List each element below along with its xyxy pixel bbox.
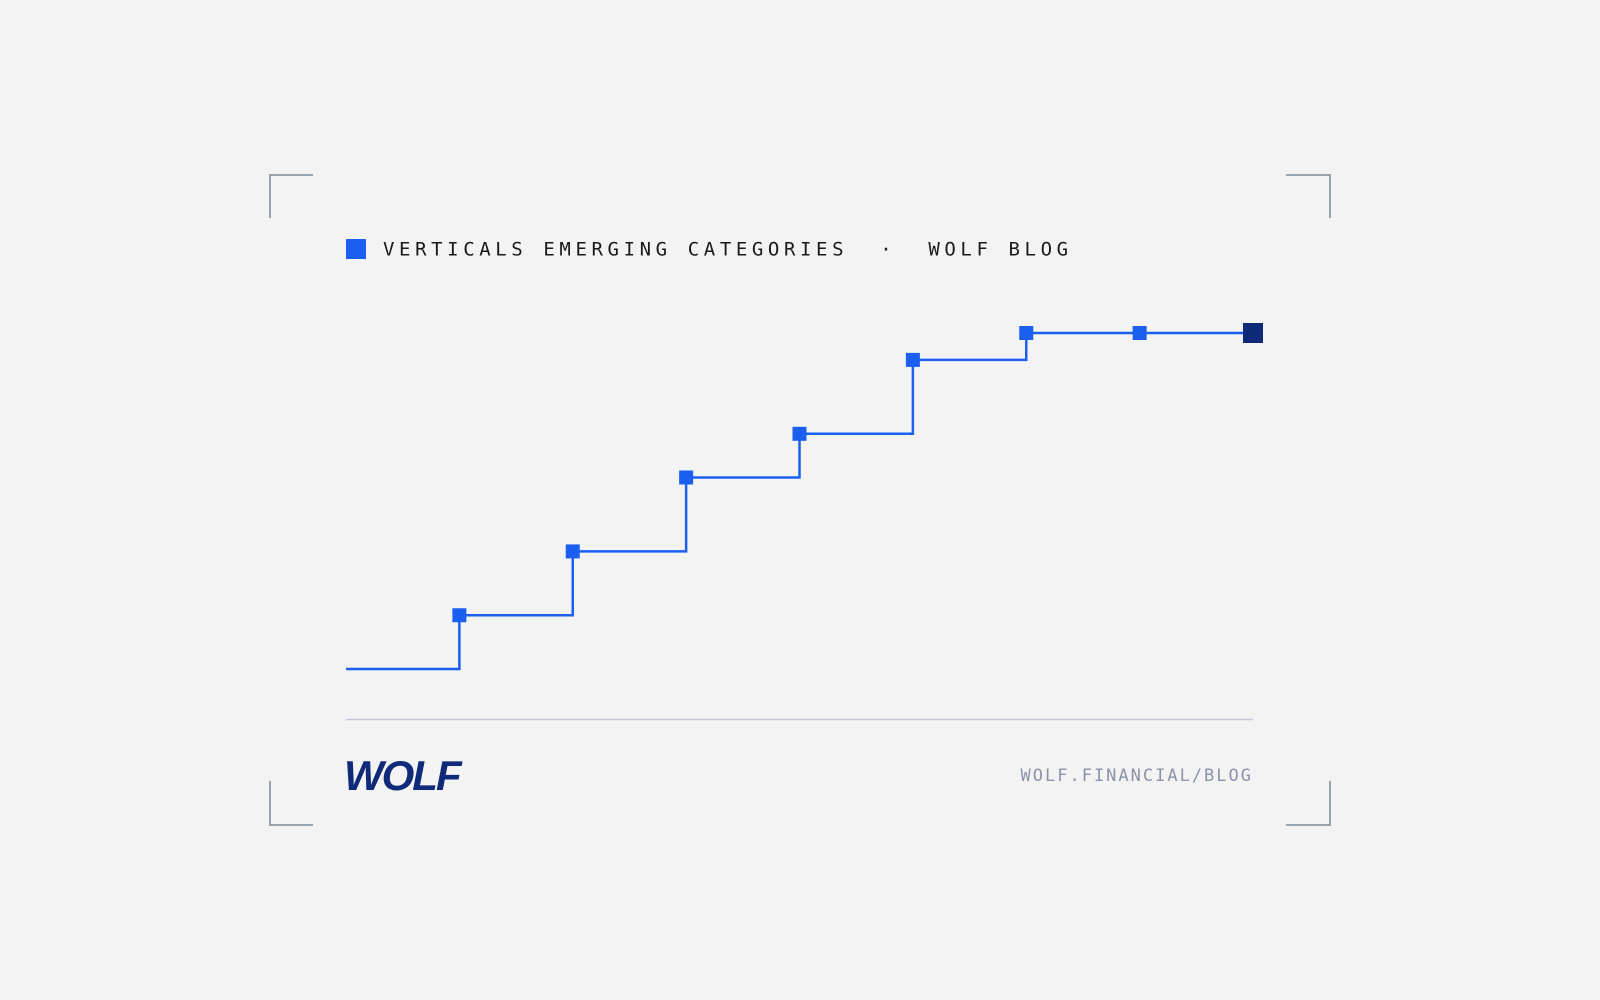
marker: [679, 470, 694, 485]
corner: [1286, 781, 1331, 826]
marker: [1132, 326, 1147, 340]
brand-logo: WOLF: [344, 752, 463, 799]
marker: [1019, 326, 1034, 340]
step-connector: [686, 433, 801, 479]
marker: [452, 608, 467, 623]
step-connector: [346, 615, 461, 671]
corner: [1286, 174, 1331, 218]
corner-brackets: [269, 174, 1331, 826]
highlight-marker: [1243, 323, 1263, 343]
step-connector: [799, 359, 915, 436]
step-connector: [912, 333, 1028, 362]
marker: [565, 544, 580, 559]
plot: [346, 323, 1263, 671]
chart-title: VERTICALS EMERGING CATEGORIES · WOLF BLO…: [383, 239, 1073, 261]
title-marker: [346, 239, 366, 259]
marker: [905, 352, 920, 367]
marker: [792, 426, 807, 441]
footer-url: WOLF.FINANCIAL/BLOG: [1021, 766, 1253, 786]
step-connector: [572, 477, 688, 553]
step-connector: [459, 551, 574, 617]
corner: [269, 174, 313, 218]
corner: [269, 781, 313, 826]
